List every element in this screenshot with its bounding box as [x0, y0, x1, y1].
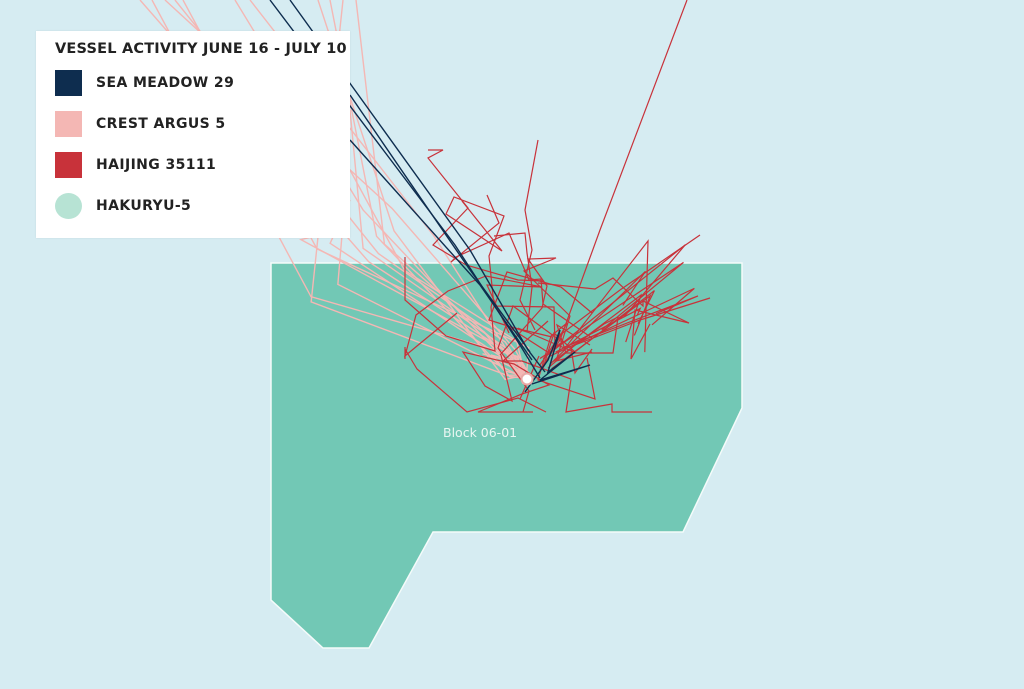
legend-item-haijing-35111: HAIJING 35111 — [55, 151, 350, 179]
legend-item-label: SEA MEADOW 29 — [96, 75, 235, 91]
sea-meadow-29-track — [524, 329, 591, 393]
sea-meadow-29-track — [289, 0, 546, 373]
legend-item-hakuryu-5: HAKURYU-5 — [55, 192, 350, 220]
haijing-35111-track — [501, 320, 652, 413]
sea-meadow-29-track — [349, 94, 531, 353]
sea-meadow-29-track — [349, 139, 533, 361]
legend: VESSEL ACTIVITY JUNE 16 - JULY 10 SEA ME… — [36, 31, 350, 238]
haijing-35111-track — [546, 290, 655, 374]
block-06-01-area[interactable] — [270, 262, 743, 649]
haijing-35111-track — [445, 196, 556, 349]
legend-item-label: HAKURYU-5 — [96, 198, 192, 214]
rig-location-icon[interactable] — [520, 372, 534, 386]
hakuryu-5-swatch — [55, 193, 82, 219]
haijing-35111-track — [552, 293, 643, 362]
sea-meadow-29-swatch — [55, 70, 82, 96]
haijing-35111-track — [404, 257, 496, 352]
legend-item-crest-argus-5: CREST ARGUS 5 — [55, 110, 350, 138]
legend-title: VESSEL ACTIVITY JUNE 16 - JULY 10 — [55, 41, 347, 57]
legend-item-label: HAIJING 35111 — [96, 157, 217, 173]
haijing-35111-track — [555, 307, 642, 353]
haijing-35111-track — [539, 261, 684, 360]
haijing-35111-track — [549, 270, 646, 365]
crest-argus-5-swatch — [55, 111, 82, 137]
haijing-35111-track — [564, 239, 649, 353]
block-label: Block 06-01 — [443, 425, 518, 440]
haijing-35111-track — [403, 275, 543, 358]
haijing-35111-track — [450, 194, 593, 339]
sea-meadow-29-tracks — [269, 0, 591, 393]
haijing-35111-swatch — [55, 152, 82, 178]
crest-argus-5-track — [349, 169, 526, 377]
haijing-35111-track — [461, 351, 551, 413]
legend-item-sea-meadow-29: SEA MEADOW 29 — [55, 69, 350, 97]
haijing-35111-track — [539, 234, 701, 366]
haijing-35111-track — [519, 139, 539, 331]
haijing-35111-track — [542, 244, 686, 360]
haijing-35111-track — [562, 295, 699, 349]
legend-item-label: CREST ARGUS 5 — [96, 116, 226, 132]
haijing-35111-track — [547, 297, 711, 369]
haijing-35111-tracks — [403, 0, 711, 413]
